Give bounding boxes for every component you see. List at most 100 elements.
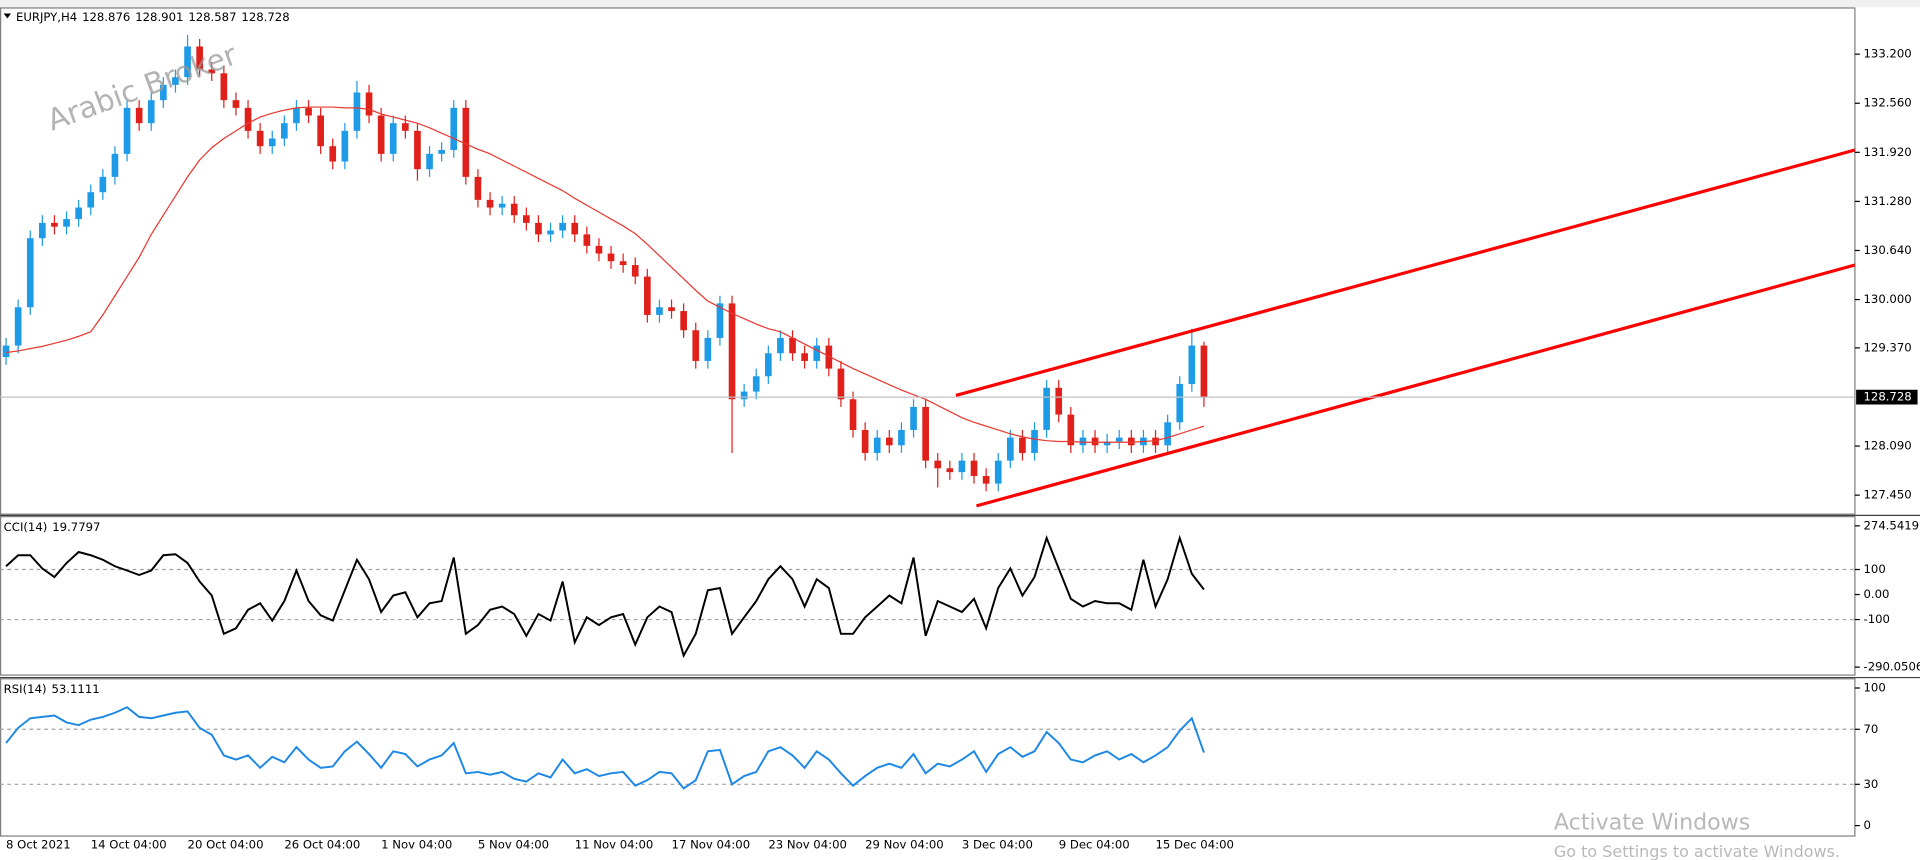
candle-body: [1200, 345, 1208, 397]
y-tick-label: 130.000: [1863, 292, 1911, 306]
labels: 133.200 132.560 131.920 131.280 130.640 130.0…: [4, 10, 1920, 852]
y-tick-label: 127.450: [1863, 488, 1911, 502]
candle-body: [740, 391, 748, 400]
candle-body: [1128, 437, 1135, 446]
candle-body: [861, 429, 869, 453]
y-tick-label: 128.090: [1863, 439, 1911, 453]
activation-text: Go to Settings to activate Windows.: [1554, 842, 1840, 860]
candle-body: [1152, 437, 1159, 446]
x-tick-label: 8 Oct 2021: [6, 838, 71, 852]
x-tick-label: 20 Oct 04:00: [188, 838, 264, 852]
candle-body: [946, 468, 954, 473]
candle-body: [825, 345, 833, 369]
candle-body: [426, 153, 433, 170]
candle-body: [752, 376, 760, 392]
candle-body: [353, 92, 361, 131]
candle-body: [402, 123, 409, 131]
candle-body: [87, 192, 95, 208]
rsi-panel: [0, 678, 1856, 837]
candle-body: [135, 107, 143, 124]
candle-body: [680, 311, 687, 331]
y-tick-label: 131.280: [1863, 194, 1911, 208]
chart-header: EURJPY,H4 128.876 128.901 128.587 128.728: [16, 10, 290, 24]
x-tick-label: 11 Nov 04:00: [575, 838, 654, 852]
indicator-name: CCI(14): [4, 520, 48, 534]
y-tick-label: 100: [1863, 680, 1885, 694]
candle-body: [2, 345, 10, 358]
candle-body: [958, 460, 966, 473]
y-tick-label: 70: [1863, 722, 1878, 736]
candle-body: [619, 261, 627, 266]
candle-body: [293, 107, 300, 124]
x-tick-label: 1 Nov 04:00: [381, 838, 452, 852]
candle-body: [75, 207, 82, 220]
candle-body: [1043, 387, 1050, 430]
y-tick-label: 30: [1863, 777, 1878, 791]
candle-body: [559, 222, 566, 231]
candle-body: [644, 276, 651, 315]
candle-body: [765, 353, 772, 377]
y-tick-label: 133.200: [1863, 47, 1911, 61]
candle-body: [268, 138, 276, 147]
candle-body: [341, 130, 349, 162]
candle-body: [716, 303, 724, 338]
y-tick-label: 100: [1863, 562, 1885, 576]
candle-body: [414, 130, 421, 170]
candle-body: [232, 100, 240, 108]
indicator-name: RSI(14): [4, 682, 47, 696]
x-tick-label: 15 Dec 04:00: [1156, 838, 1234, 852]
x-tick-label: 3 Dec 04:00: [962, 838, 1033, 852]
candle-body: [535, 222, 542, 235]
candle-body: [922, 406, 929, 461]
candle-body: [184, 46, 191, 78]
x-tick-label: 14 Oct 04:00: [91, 838, 167, 852]
current-price-box: [1856, 389, 1918, 405]
candle-body: [970, 460, 978, 476]
y-tick-label: 130.640: [1863, 243, 1911, 257]
candle-body: [26, 238, 34, 308]
candle-body: [595, 245, 603, 254]
indicator-line: [5, 706, 1205, 790]
candle-body: [571, 222, 579, 235]
trend-line: [955, 148, 1855, 397]
y-tick-label: 131.920: [1863, 145, 1911, 159]
candle-body: [692, 330, 700, 361]
candle-body: [994, 460, 1002, 484]
ohlc-value: 128.587: [188, 10, 236, 24]
candle-body: [813, 345, 821, 361]
candle-body: [39, 222, 46, 239]
candle-body: [777, 337, 784, 354]
activation-title: Activate Windows: [1554, 810, 1750, 836]
candle-body: [1067, 414, 1075, 446]
candle-body: [668, 307, 675, 312]
indicator-line: [5, 534, 1205, 659]
candle-body: [498, 203, 506, 208]
trend-line: [976, 263, 1855, 508]
main-plot: [0, 34, 1855, 508]
candle-body: [523, 215, 530, 223]
x-tick-label: 23 Nov 04:00: [768, 838, 847, 852]
candle-body: [486, 199, 494, 208]
candle-body: [1079, 437, 1087, 446]
x-tick-label: 26 Oct 04:00: [284, 838, 360, 852]
candle-body: [1103, 441, 1111, 446]
menu-arrow[interactable]: [3, 13, 12, 19]
candle-body: [656, 307, 663, 315]
candle-body: [51, 222, 58, 227]
candle-body: [99, 176, 107, 193]
y-tick-label: 129.370: [1863, 340, 1911, 354]
candle-body: [111, 153, 119, 177]
candle-body: [474, 176, 482, 200]
x-tick-label: 9 Dec 04:00: [1059, 838, 1130, 852]
candle-body: [462, 107, 470, 177]
candle-body: [329, 146, 337, 162]
ohlc-value: 128.876: [82, 10, 130, 24]
candle-body: [1115, 437, 1123, 442]
candle-body: [789, 337, 796, 354]
cci-plot: [0, 534, 1855, 659]
y-tick-label: 132.560: [1863, 96, 1911, 110]
x-tick-label: 5 Nov 04:00: [478, 838, 549, 852]
candle-body: [208, 69, 216, 74]
candle-body: [1019, 437, 1026, 453]
